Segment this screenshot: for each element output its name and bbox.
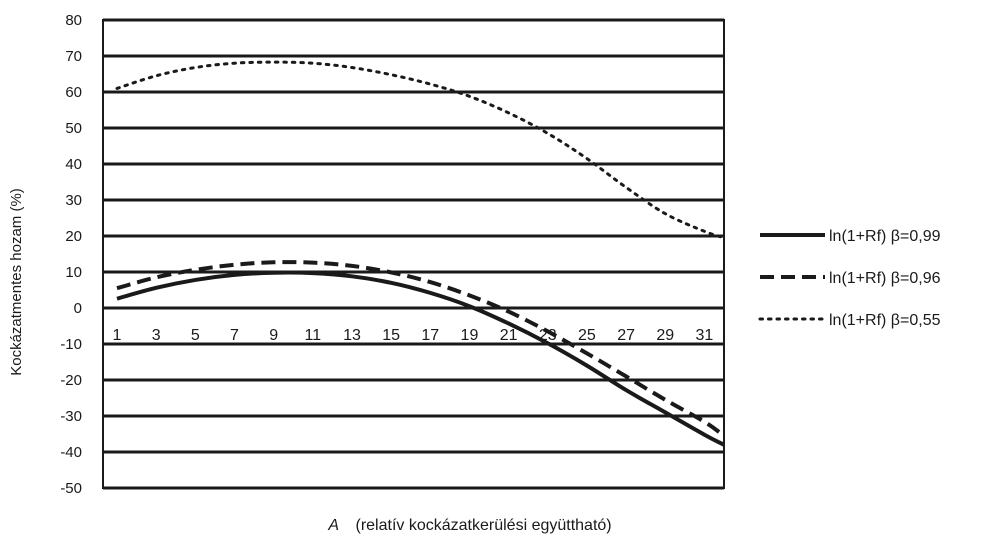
y-tick-label: -50 [60, 480, 82, 497]
x-tick-label: 5 [191, 327, 200, 344]
series-layer [115, 60, 726, 447]
x-axis-label: A (relatív kockázatkerülési együttható) [327, 517, 611, 534]
x-tick-label: 31 [696, 327, 714, 344]
x-tick-label: 23 [539, 327, 557, 344]
legend-label: ln(1+Rf) β=0,99 [829, 228, 941, 245]
x-tick-label: 1 [113, 327, 122, 344]
y-tick-label: 50 [65, 120, 82, 137]
y-tick-label: 30 [65, 192, 82, 209]
x-tick-label: 21 [500, 327, 518, 344]
x-tick-label: 3 [152, 327, 161, 344]
x-axis-label-symbol: A [327, 517, 339, 534]
x-tick-label: 7 [230, 327, 239, 344]
y-tick-label: -10 [60, 336, 82, 353]
y-tick-label: 10 [65, 264, 82, 281]
y-tick-label: 20 [65, 228, 82, 245]
x-axis-label-text: (relatív kockázatkerülési együttható) [356, 517, 612, 534]
x-tick-label: 29 [656, 327, 674, 344]
y-tick-label: -30 [60, 408, 82, 425]
y-tick-label: 40 [65, 156, 82, 173]
x-tick-label: 11 [305, 327, 322, 344]
series-line [116, 260, 726, 438]
legend-label: ln(1+Rf) β=0,96 [829, 270, 941, 287]
x-tick-labels: 1 3 5 7 9 11 13 15 17 19 21 23 25 27 29 31 [113, 327, 714, 344]
y-tick-label: 60 [65, 84, 82, 101]
plot-frame [102, 19, 725, 489]
x-tick-label: 9 [269, 327, 278, 344]
series-line [115, 60, 726, 240]
y-tick-label: 70 [65, 48, 82, 65]
y-tick-labels: 80 70 60 50 40 30 20 10 0 -10 -20 -30 -40 -50 [60, 12, 82, 497]
x-tick-label: 17 [421, 327, 439, 344]
gridlines [103, 18, 724, 490]
x-tick-label: 25 [578, 327, 596, 344]
x-tick-label: 15 [382, 327, 400, 344]
legend-label: ln(1+Rf) β=0,55 [829, 312, 941, 329]
legend: ln(1+Rf) β=0,99 ln(1+Rf) β=0,96 ln(1+Rf) β… [758, 228, 941, 329]
x-tick-label: 27 [617, 327, 635, 344]
x-tick-label: 19 [461, 327, 479, 344]
y-tick-label: -40 [60, 444, 82, 461]
y-tick-label: 80 [65, 12, 82, 29]
y-axis-label: Kockázatmentes hozam (%) [8, 188, 25, 376]
x-tick-label: 13 [343, 327, 361, 344]
y-tick-label: -20 [60, 372, 82, 389]
series-line [116, 270, 725, 447]
y-tick-label: 0 [74, 300, 82, 317]
